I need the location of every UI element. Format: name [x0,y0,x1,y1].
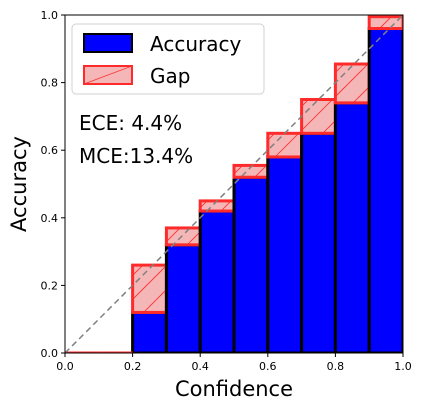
legend-label-gap: Gap [150,64,190,88]
legend-swatch-gap-hatch [83,65,133,85]
gap-bar [132,265,167,313]
legend-swatch-accuracy [83,33,133,53]
x-tick-label: 0.8 [327,360,345,373]
y-tick-label: 0.2 [41,279,59,292]
gap-bar-group [131,0,423,400]
gap-hatch-line [416,0,423,400]
legend-label-accuracy: Accuracy [150,32,241,56]
gap-bar [234,165,268,178]
accuracy-bar [300,131,337,353]
legend: Accuracy Gap [71,23,265,95]
y-tick-label: 0.0 [41,347,59,360]
gap-hatch-line [416,0,423,400]
gap-hatch-line [335,64,345,74]
accuracy-bar [333,101,371,353]
gap-hatch-line [416,0,423,400]
gap-bar [200,200,234,212]
gap-hatch-line [416,0,423,400]
gap-hatch-line [416,0,423,400]
y-tick-label: 0.6 [41,144,59,157]
y-tick-label: 1.0 [41,9,59,22]
accuracy-bar [198,209,236,353]
accuracy-bar [131,310,168,353]
gap-bar [335,64,370,103]
accuracy-bar [164,243,202,353]
x-axis-ticks: 0.0 0.2 0.4 0.6 0.8 1.0 [56,353,412,373]
x-tick-label: 0.0 [56,360,74,373]
y-tick-label: 0.4 [41,212,59,225]
gap-bar [369,16,403,29]
y-axis-label: Accuracy [7,136,31,232]
y-axis-ticks: 0.0 0.2 0.4 0.6 0.8 1.0 [41,9,65,360]
gap-hatch-line [416,0,423,400]
x-tick-label: 0.2 [124,360,142,373]
gap-hatch-line [335,64,369,98]
gap-bar [301,99,336,134]
x-tick-label: 0.4 [191,360,209,373]
gap-hatch-line [416,0,423,400]
x-tick-label: 1.0 [394,360,412,373]
gap-bar-outline [367,15,403,31]
accuracy-bar [266,155,304,353]
bars-layer [65,0,423,400]
mce-annotation: MCE:13.4% [79,144,193,168]
gap-bar-group [367,0,423,400]
ece-annotation: ECE: 4.4% [79,111,182,135]
plot-frame [64,14,404,354]
y-tick-label: 0.8 [41,77,59,90]
accuracy-bar [232,175,270,353]
gap-hatch-line [416,0,423,400]
x-tick-label: 0.6 [259,360,277,373]
x-axis-label: Confidence [175,377,293,401]
accuracy-bar [367,27,403,353]
